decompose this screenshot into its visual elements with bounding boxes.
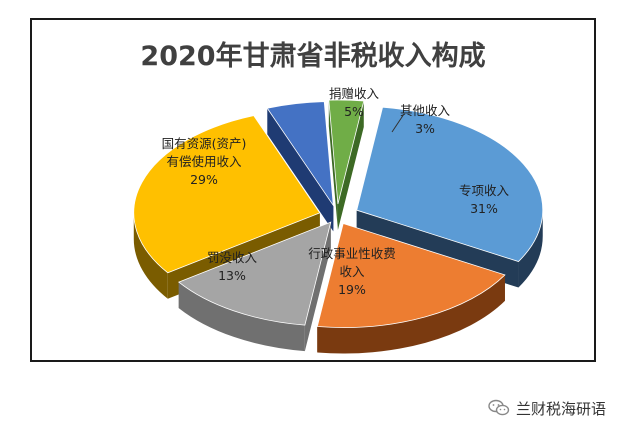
watermark-text: 兰财税海研语 (515, 399, 606, 418)
pie-slice (133, 115, 321, 274)
slice-category-label: 捐赠收入 (329, 86, 380, 101)
slice-category-label: 收入 (339, 264, 365, 279)
chart-frame: 2020年甘肃省非税收入构成 专项收入 31% 行政事业性收费 收入 19% 罚没收入 13… (30, 18, 596, 362)
slice-rim (317, 274, 505, 354)
watermark: 兰财税海研语 (488, 396, 606, 420)
slice-percent-label: 5% (344, 104, 364, 119)
leader-line (391, 113, 405, 133)
pie-slice (328, 99, 365, 205)
slice-category-label: 专项收入 (459, 183, 510, 198)
wechat-icon (488, 399, 510, 416)
chart-title: 2020年甘肃省非税收入构成 (140, 41, 486, 72)
slice-percent-label: 31% (470, 201, 498, 216)
slice-rim (178, 282, 305, 352)
slice-wall (304, 222, 331, 352)
slice-percent-label: 19% (338, 282, 366, 297)
pie-slice (316, 223, 506, 328)
pie-slice (266, 101, 334, 207)
pie-slice (356, 106, 544, 262)
slice-rim (133, 212, 168, 299)
slice-rim (518, 210, 543, 288)
slice-wall (337, 101, 364, 231)
slice-wall (328, 100, 338, 231)
pie-slice (177, 221, 332, 326)
slice-category-label: 有偿使用收入 (166, 154, 242, 169)
slice-percent-label: 13% (218, 268, 246, 283)
slice-category-label: 国有资源(资产) (162, 136, 247, 151)
slice-category-label: 罚没收入 (207, 250, 258, 265)
slice-category-label: 其他收入 (400, 103, 451, 118)
slice-category-label: 行政事业性收费 (308, 246, 396, 261)
slice-percent-label: 29% (190, 172, 218, 187)
slice-wall (267, 108, 334, 232)
slice-percent-label: 3% (415, 121, 435, 136)
